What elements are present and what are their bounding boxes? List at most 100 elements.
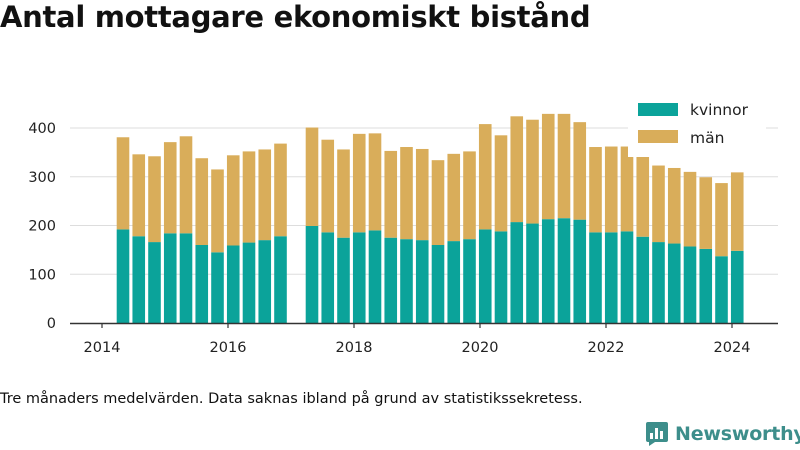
bar-man xyxy=(447,153,461,242)
y-tick-label: 100 xyxy=(28,267,56,283)
y-tick-label: 200 xyxy=(28,219,56,235)
bar-man xyxy=(478,124,492,230)
bar-man xyxy=(211,169,224,253)
bar-man xyxy=(321,139,335,233)
bar-man xyxy=(730,172,744,251)
bar-man xyxy=(636,154,650,237)
bar-kvinnor xyxy=(526,223,539,323)
bar-man xyxy=(652,165,665,243)
bar-kvinnor xyxy=(730,250,744,323)
bar-man xyxy=(415,148,429,241)
legend-swatch-man xyxy=(638,130,678,143)
bar-man xyxy=(715,183,728,257)
bar-kvinnor xyxy=(274,236,287,323)
bar-man xyxy=(132,154,146,237)
bar-man xyxy=(352,133,366,233)
y-tick-label: 0 xyxy=(47,316,56,332)
bar-kvinnor xyxy=(415,240,429,323)
bar-man xyxy=(400,147,413,240)
bar-kvinnor xyxy=(337,237,350,323)
x-tick-label: 2022 xyxy=(588,340,625,356)
x-tick-label: 2014 xyxy=(84,340,121,356)
y-tick-label: 300 xyxy=(28,170,56,186)
bar-kvinnor xyxy=(510,222,524,323)
x-tick-label: 2018 xyxy=(336,340,373,356)
bar-man xyxy=(431,160,445,245)
bar-kvinnor xyxy=(226,245,240,323)
bar-man xyxy=(305,127,319,226)
bar-man xyxy=(226,155,240,246)
bar-kvinnor xyxy=(384,237,398,323)
bar-kvinnor xyxy=(589,232,602,323)
bar-kvinnor xyxy=(368,230,382,323)
legend-swatch-kvinnor xyxy=(638,103,678,116)
bar-kvinnor xyxy=(557,218,571,323)
bar-kvinnor xyxy=(132,236,146,323)
bar-man xyxy=(274,143,287,237)
bar-kvinnor xyxy=(148,242,161,323)
x-axis-ticks: 2014 2016 2018 2020 2022 2024 xyxy=(84,323,751,356)
bar-kvinnor xyxy=(463,239,476,323)
legend: kvinnor män xyxy=(628,95,766,157)
bar-kvinnor xyxy=(163,233,177,323)
footnote: Tre månaders medelvärden. Data saknas ib… xyxy=(0,391,583,407)
bar-kvinnor xyxy=(667,243,681,323)
bar-man xyxy=(683,171,697,247)
bar-man xyxy=(667,167,681,244)
bar-kvinnor xyxy=(195,245,209,323)
bar-man xyxy=(463,151,476,240)
bar-kvinnor xyxy=(352,232,366,323)
bar-kvinnor xyxy=(541,219,555,323)
bar-man xyxy=(589,147,602,233)
bar-kvinnor xyxy=(116,229,130,323)
bar-man xyxy=(258,149,272,241)
bar-kvinnor xyxy=(478,229,492,323)
newsworthy-icon xyxy=(646,422,668,446)
x-tick-label: 2016 xyxy=(210,340,247,356)
bar-man xyxy=(604,146,618,233)
x-tick-label: 2024 xyxy=(714,340,751,356)
bar-kvinnor xyxy=(431,245,445,323)
bar-man xyxy=(242,151,256,243)
bar-kvinnor xyxy=(305,225,319,323)
bar-man xyxy=(510,116,524,223)
bar-kvinnor xyxy=(636,236,650,323)
stacked-bar-chart: 2014 2016 2018 2020 2022 2024 0 100 200 300 400 k… xyxy=(28,95,778,356)
bar-kvinnor xyxy=(652,242,665,323)
bar-kvinnor xyxy=(683,246,697,323)
bar-kvinnor xyxy=(242,242,256,323)
bar-kvinnor xyxy=(447,241,461,323)
bar-man xyxy=(526,119,539,224)
bar-kvinnor xyxy=(211,252,224,323)
bar-kvinnor xyxy=(604,232,618,323)
bar-kvinnor xyxy=(321,232,335,323)
bar-kvinnor xyxy=(715,256,728,323)
bar-man xyxy=(573,122,587,220)
brand-logo[interactable]: Newsworthy xyxy=(645,420,800,448)
legend-label-kvinnor: kvinnor xyxy=(690,101,749,119)
bar-kvinnor xyxy=(179,233,193,323)
y-axis-ticks: 0 100 200 300 400 xyxy=(28,121,56,332)
legend-label-man: män xyxy=(690,129,724,147)
bar-kvinnor xyxy=(699,248,713,323)
bar-kvinnor xyxy=(494,231,508,323)
bar-man xyxy=(557,113,571,219)
bar-man xyxy=(116,137,130,230)
bar-man xyxy=(541,113,555,220)
chart-title: Antal mottagare ekonomiskt bistånd xyxy=(0,0,591,34)
bar-man xyxy=(620,146,634,232)
bar-kvinnor xyxy=(573,219,587,323)
bar-man xyxy=(163,142,177,234)
bar-kvinnor xyxy=(620,231,634,323)
bar-man xyxy=(494,135,508,232)
bar-man xyxy=(699,177,713,249)
bar-man xyxy=(368,133,382,231)
bar-man xyxy=(195,158,209,245)
bar-kvinnor xyxy=(258,240,272,323)
bar-man xyxy=(384,150,398,238)
y-tick-label: 400 xyxy=(28,121,56,137)
bar-man xyxy=(337,149,350,238)
bars xyxy=(116,113,744,323)
bar-man xyxy=(148,156,161,243)
brand-name: Newsworthy xyxy=(675,423,800,445)
